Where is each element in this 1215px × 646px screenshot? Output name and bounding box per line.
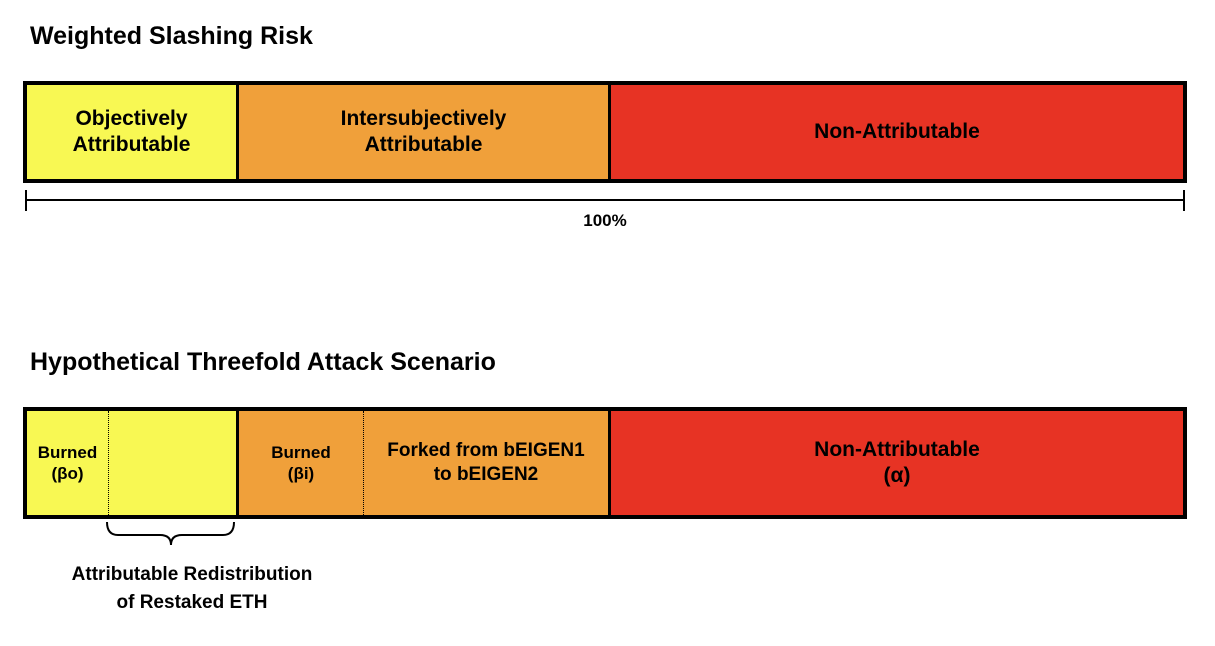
burned-beta-i-segment: Burned (βi): [239, 411, 364, 515]
slashing-risk-bar: Objectively Attributable Intersubjective…: [23, 81, 1187, 183]
forked-segment: Forked from bEIGEN1 to bEIGEN2: [364, 411, 611, 515]
redistribution-segment: [109, 411, 239, 515]
burned-beta-o-segment: Burned (βo): [27, 411, 109, 515]
intersubjectively-attributable-segment: Intersubjectively Attributable: [239, 85, 611, 179]
redistribution-caption: Attributable Redistribution of Restaked …: [71, 564, 313, 613]
attack-scenario-bar: Burned (βo) Burned (βi) Forked from bEIG…: [23, 407, 1187, 519]
non-attributable-segment: Non-Attributable: [611, 85, 1183, 179]
redistribution-brace: [106, 521, 235, 546]
weighted-slashing-risk-title: Weighted Slashing Risk: [30, 22, 313, 50]
total-width-axis: [25, 190, 1185, 211]
total-percent-label: 100%: [583, 211, 627, 230]
objectively-attributable-segment: Objectively Attributable: [27, 85, 239, 179]
threefold-attack-title: Hypothetical Threefold Attack Scenario: [30, 348, 496, 376]
non-attributable-alpha-segment: Non-Attributable (α): [611, 411, 1183, 515]
